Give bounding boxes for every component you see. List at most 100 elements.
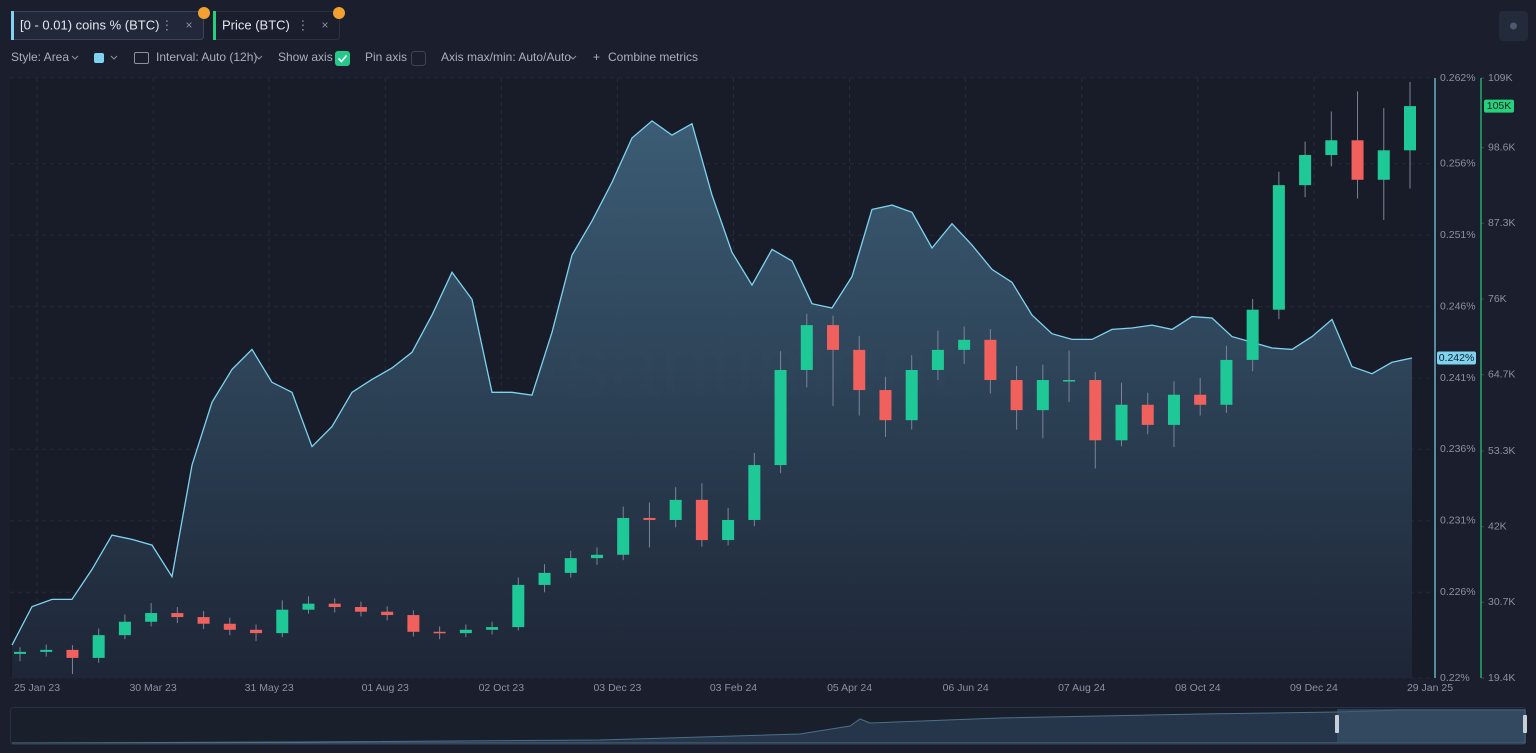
candle-body (669, 499, 682, 520)
y2-tick-label: 76K (1488, 293, 1507, 305)
y-tick-label: 0.246% (1440, 300, 1476, 312)
tab-close[interactable]: × (185, 18, 192, 32)
combine-metrics-button[interactable]: Combine metrics (608, 50, 698, 64)
candle-body (1010, 380, 1023, 411)
candle-body (40, 649, 53, 652)
candle-body (1167, 394, 1180, 425)
candle-body (958, 339, 971, 350)
y-tick-label: 0.251% (1440, 229, 1476, 241)
y2-tick-label: 30.7K (1488, 596, 1515, 608)
candle-body (486, 627, 499, 630)
chevron (71, 55, 79, 60)
candle-body (1063, 380, 1076, 382)
candle-body (66, 649, 79, 658)
x-tick-label: 31 May 23 (245, 682, 294, 694)
axis-maxmin-select[interactable]: Axis max/min: Auto/Auto (441, 50, 571, 64)
btc-icon (198, 7, 210, 19)
candle-body (590, 554, 603, 559)
color-picker[interactable] (94, 53, 104, 63)
candle-body (407, 615, 420, 632)
candle-body (459, 629, 472, 634)
style-select[interactable]: Style: Area (11, 50, 69, 64)
y2-tick-label: 42K (1488, 520, 1507, 532)
candle-body (145, 613, 158, 622)
candle-body (354, 607, 367, 612)
last-value-badge (1484, 99, 1514, 113)
btc-icon (333, 7, 345, 19)
candle-body (722, 519, 735, 541)
chevron (255, 55, 263, 60)
tab-label: [0 - 0.01) coins % (BTC) (20, 17, 159, 32)
y-tick-label: 0.236% (1440, 443, 1476, 455)
candle-body (250, 629, 263, 634)
x-tick-label: 29 Jan 25 (1407, 682, 1453, 694)
candle-body (1115, 404, 1128, 441)
candle-body (827, 325, 840, 350)
candle-body (512, 584, 525, 628)
y-tick-label: 0.256% (1440, 157, 1476, 169)
show-axis-label: Show axis (278, 50, 333, 64)
x-tick-label: 09 Dec 24 (1290, 682, 1338, 694)
area-fill (12, 120, 1412, 678)
tab-menu[interactable]: ⋮ (297, 17, 310, 32)
candle-body (1036, 380, 1049, 411)
candle-body (564, 558, 577, 573)
pin-axis-checkbox[interactable] (411, 51, 426, 66)
candle-body (695, 499, 708, 541)
checkmark (337, 54, 348, 63)
tab-menu[interactable]: ⋮ (161, 17, 174, 32)
candle-body (1272, 185, 1285, 310)
metric-tab[interactable]: [0 - 0.01) coins % (BTC) ⋮ × (11, 7, 210, 40)
y-tick-label: 0.22% (1440, 672, 1470, 684)
y2-tick-label: 53.3K (1488, 445, 1515, 457)
x-tick-label: 02 Oct 23 (479, 682, 525, 694)
metric-tab[interactable]: Price (BTC) ⋮ × (213, 7, 345, 40)
tab-close[interactable]: × (321, 18, 328, 32)
x-tick-label: 07 Aug 24 (1058, 682, 1105, 694)
x-tick-label: 08 Oct 24 (1175, 682, 1221, 694)
candle-body (1141, 404, 1154, 425)
last-value-badge (1437, 351, 1476, 365)
chevron (569, 55, 577, 60)
candle-body (1325, 140, 1338, 156)
candle-body (302, 603, 315, 610)
tab-color (213, 11, 216, 40)
plus-icon: + (593, 50, 600, 64)
y-tick-label: 0.231% (1440, 515, 1476, 527)
candle-body (197, 617, 210, 624)
candle-body (905, 369, 918, 421)
tab-label: Price (BTC) (222, 17, 290, 32)
y2-tick-label: 64.7K (1488, 368, 1515, 380)
candle-body (381, 611, 394, 616)
y-tick-label: 0.226% (1440, 586, 1476, 598)
show-axis-checkbox[interactable] (335, 51, 350, 66)
candle-body (538, 572, 551, 585)
candle-body (774, 369, 787, 466)
candle-body (984, 339, 997, 381)
settings-dot (1510, 22, 1517, 30)
candle-body (617, 517, 630, 555)
candle-body (1194, 394, 1207, 405)
chevron (110, 55, 118, 60)
y-tick-label: 0.262% (1440, 72, 1476, 84)
interval-select[interactable]: Interval: Auto (12h) (156, 50, 257, 64)
tab-color (11, 11, 14, 40)
candle-body (1377, 150, 1390, 180)
x-tick-label: 30 Mar 23 (129, 682, 176, 694)
y-tick-label: 0.241% (1440, 372, 1476, 384)
navigator-selection[interactable] (1337, 709, 1525, 743)
candle-body (643, 517, 656, 520)
y2-tick-label: 87.3K (1488, 217, 1515, 229)
navigator-handle[interactable] (1523, 715, 1527, 733)
candle-body (800, 325, 813, 370)
x-tick-label: 05 Apr 24 (827, 682, 872, 694)
candle-body (1351, 140, 1364, 180)
y2-tick-label: 109K (1488, 72, 1513, 84)
navigator-handle[interactable] (1335, 715, 1339, 733)
candle-body (328, 603, 341, 608)
x-tick-label: 25 Jan 23 (14, 682, 60, 694)
pin-axis-label: Pin axis (365, 50, 407, 64)
candle-body (1299, 155, 1312, 186)
last-value-label: 0.242% (1439, 352, 1475, 364)
